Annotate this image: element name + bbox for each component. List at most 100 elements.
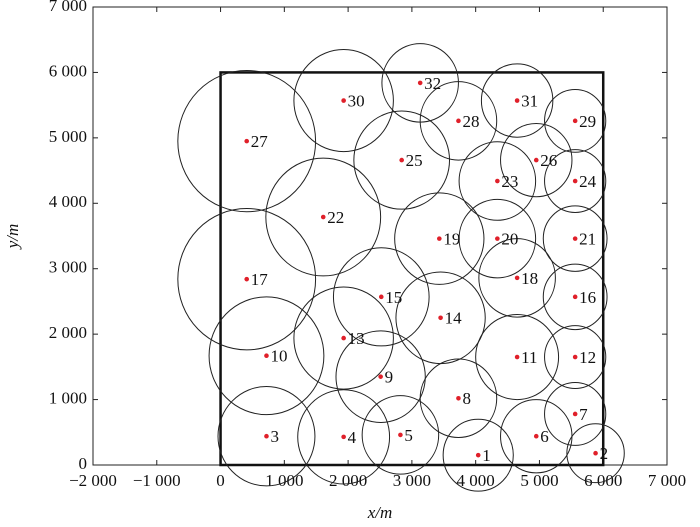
coverage-circle [500, 122, 573, 198]
coverage-circle [458, 141, 537, 221]
point-label: 23 [501, 172, 518, 191]
point-label: 29 [579, 112, 596, 131]
x-tick-label: 4 000 [457, 471, 495, 490]
coverage-circle [208, 296, 325, 416]
point-label: 17 [251, 270, 269, 289]
x-tick-label: 7 000 [648, 471, 686, 490]
point-label: 7 [579, 405, 588, 424]
coverage-circle [177, 69, 317, 213]
point-label: 30 [348, 91, 365, 110]
point-label: 32 [424, 74, 441, 93]
point [438, 315, 443, 321]
point-label: 24 [579, 172, 597, 191]
point [456, 395, 461, 401]
point [495, 178, 500, 184]
x-tick-label: −1 000 [133, 471, 181, 490]
coverage-circle [500, 399, 573, 474]
point [593, 450, 598, 456]
point-label: 11 [521, 348, 537, 367]
point [244, 138, 250, 144]
coverage-circle [566, 423, 625, 484]
y-tick-label: 2 000 [49, 323, 87, 342]
point-label: 9 [385, 368, 394, 387]
y-tick-label: 3 000 [49, 258, 87, 277]
coverage-circle [217, 385, 316, 487]
point-label: 20 [501, 230, 518, 249]
point [417, 80, 423, 86]
x-tick-label: 6 000 [584, 471, 622, 490]
point [264, 433, 269, 439]
x-tick-label: 2 000 [329, 471, 367, 490]
point [456, 118, 461, 124]
point-label: 14 [445, 309, 463, 328]
point-label: 25 [406, 151, 423, 170]
point-label: 1 [482, 446, 491, 465]
point-label: 6 [540, 427, 549, 446]
coverage-circle [475, 314, 560, 401]
point-label: 27 [251, 132, 269, 151]
coverage-circle [177, 208, 317, 351]
x-tick-label: −2 000 [69, 471, 117, 490]
point-label: 18 [521, 269, 538, 288]
y-tick-label: 1 000 [49, 388, 87, 407]
point [495, 236, 500, 241]
y-tick-label: 4 000 [49, 192, 87, 211]
point-label: 28 [462, 112, 479, 131]
point-label: 26 [540, 151, 557, 170]
point [437, 236, 442, 241]
x-tick-label: 5 000 [520, 471, 558, 490]
point [320, 214, 326, 220]
point [244, 276, 250, 282]
coverage-circle [293, 286, 394, 390]
coverage-circle [480, 63, 554, 138]
point [341, 335, 346, 341]
x-axis-label: x/m [367, 503, 393, 522]
coverage-circle [544, 382, 607, 446]
point-label: 2 [600, 444, 609, 463]
point [398, 432, 403, 438]
point [572, 118, 578, 124]
coverage-circle [395, 271, 486, 365]
x-tick-label: 3 000 [393, 471, 431, 490]
y-tick-label: 0 [79, 454, 88, 473]
point-label: 31 [521, 91, 538, 110]
coverage-circle [544, 325, 607, 389]
coverage-circle [544, 88, 607, 153]
point-label: 12 [579, 348, 596, 367]
point-label: 16 [579, 288, 596, 307]
point [378, 374, 383, 379]
coverage-circle [542, 263, 608, 331]
point [475, 452, 481, 458]
point-label: 4 [348, 428, 357, 447]
y-axis-label: y/m [3, 224, 22, 251]
point-label: 13 [348, 329, 365, 348]
coverage-circle [394, 192, 485, 285]
y-tick-label: 7 000 [49, 0, 87, 15]
y-tick-label: 6 000 [49, 61, 87, 80]
coverage-circle [265, 157, 382, 277]
x-tick-label: 0 [216, 471, 225, 490]
coverage-circle [297, 389, 391, 485]
coverage-circle [381, 43, 459, 123]
y-tick-label: 5 000 [49, 127, 87, 146]
point-label: 3 [270, 427, 279, 446]
point [264, 353, 269, 359]
coverage-circle [332, 247, 430, 347]
coverage-circle [458, 198, 537, 279]
boundary [219, 71, 605, 467]
coverage-circle [353, 110, 451, 210]
point [572, 236, 578, 241]
point [514, 275, 520, 281]
coverage-circle [478, 238, 556, 318]
point [341, 98, 346, 103]
point-label: 15 [385, 288, 402, 307]
point [572, 411, 578, 417]
point [533, 157, 539, 163]
point [572, 354, 578, 360]
coverage-circle [442, 418, 514, 492]
coverage-circle [544, 149, 607, 213]
point-label: 10 [270, 347, 287, 366]
point [399, 157, 404, 163]
coverage-circle [361, 395, 440, 475]
